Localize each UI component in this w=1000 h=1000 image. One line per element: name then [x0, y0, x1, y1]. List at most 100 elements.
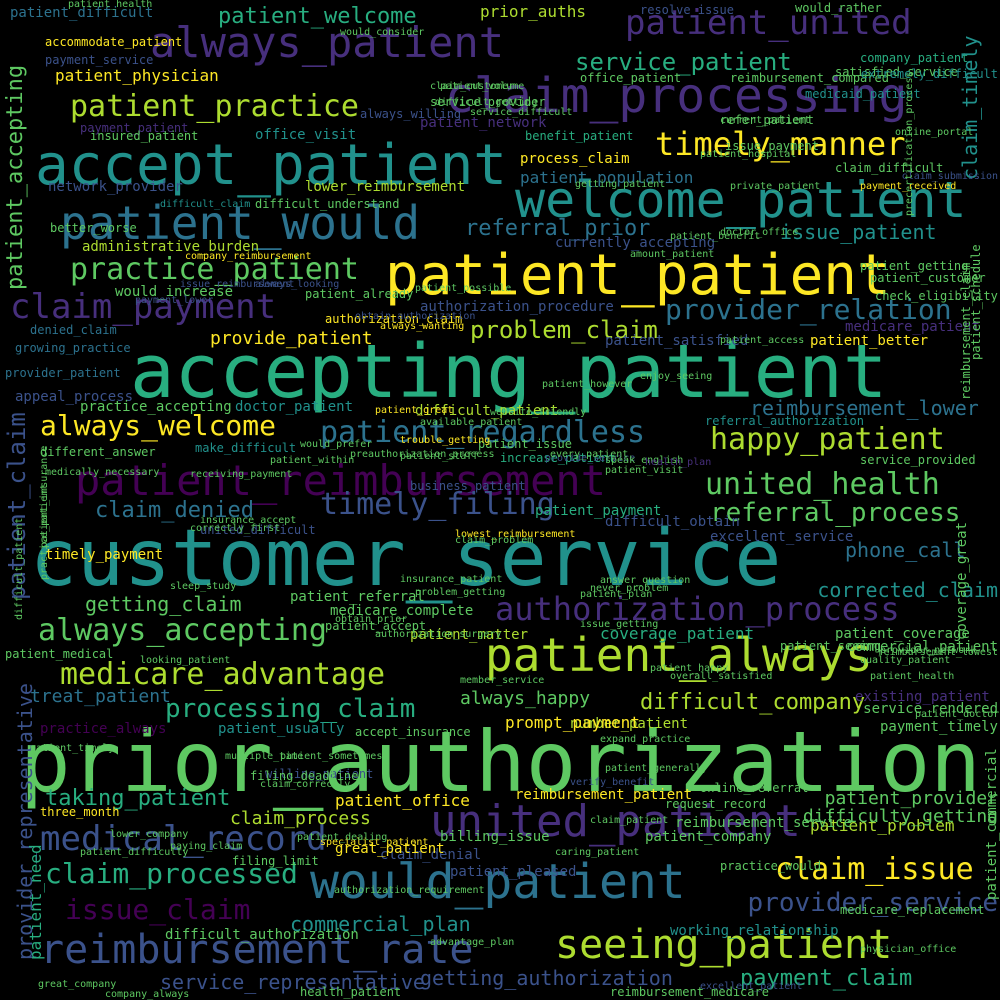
cloud-word: medical_record [40, 819, 327, 859]
cloud-word: payment_service [45, 53, 154, 67]
cloud-word: claim_timely [958, 35, 982, 181]
cloud-word: patient_reimbursement [75, 456, 607, 505]
cloud-word: timely_payment [45, 547, 164, 563]
cloud-word: claim_issue [775, 852, 974, 887]
cloud-word: referral_process [710, 498, 961, 528]
cloud-word: always_accepting [38, 613, 327, 648]
cloud-word: claim_processing [445, 68, 908, 124]
cloud-word: patient_population [520, 168, 694, 187]
cloud-word: united_health [705, 467, 940, 502]
cloud-word: problem_claim [470, 316, 658, 344]
cloud-word: patient_physician [55, 66, 219, 85]
cloud-word: practice_always [40, 721, 167, 737]
cloud-word: great_company [38, 979, 117, 990]
cloud-word: patient_network [420, 115, 547, 131]
cloud-word: better_worse [50, 221, 137, 235]
cloud-word: issue_reimbursement [180, 279, 295, 290]
cloud-word: multiple_time [225, 751, 304, 762]
cloud-word: doctor_office [720, 227, 799, 238]
cloud-word: prior_auths [480, 2, 586, 21]
cloud-word: patient_would [60, 196, 421, 250]
cloud-word: payment_patient [80, 121, 189, 135]
cloud-word: coverage_patient [600, 624, 755, 643]
cloud-word: claim_correctly [260, 779, 351, 790]
cloud-word: claim_customer [430, 81, 515, 92]
cloud-word: patient_already [305, 287, 414, 301]
cloud-word: medically_necessary [45, 467, 160, 478]
cloud-word: accept_patient [35, 133, 508, 198]
cloud-word: treat_patient [30, 686, 171, 707]
cloud-word: lower_company [110, 829, 189, 840]
cloud-word: benefit_patient [525, 129, 634, 143]
cloud-word: business_patient [410, 479, 526, 493]
cloud-word: patient_visit [605, 465, 684, 476]
cloud-word: phone_call [845, 538, 966, 562]
cloud-word: difficult_claim [160, 199, 251, 210]
cloud-word: prior_authorization [20, 713, 981, 811]
cloud-word: sleep_study [170, 581, 237, 592]
cloud-word: administrative_burden [82, 239, 260, 255]
cloud-word: excellent_patient [700, 981, 803, 992]
cloud-word: practice_patient [70, 252, 359, 287]
cloud-word: reimbursement_service [675, 815, 853, 831]
cloud-word: difficult_authorization [165, 927, 359, 943]
cloud-word: patient_company [645, 829, 772, 845]
cloud-word: medicare_replacement [840, 903, 985, 917]
cloud-word: taking_patient [45, 786, 231, 811]
cloud-word: patient_coverage [835, 626, 970, 642]
cloud-word: claim_submission [901, 171, 998, 182]
cloud-word: patient_schedule [969, 244, 983, 360]
cloud-word: member_service [460, 675, 545, 686]
cloud-word: insurance_patient [400, 574, 503, 585]
cloud-word: always_wanting [380, 321, 465, 332]
cloud-word: difficult_patient [415, 403, 559, 419]
cloud-word: correctly_first [190, 523, 281, 534]
cloud-word: reimbursement_patient [515, 787, 693, 803]
cloud-word: patient_accept [325, 619, 427, 633]
cloud-word: united_difficult [200, 523, 316, 537]
cloud-word: patient_better [810, 333, 929, 349]
cloud-word: three_month [40, 805, 120, 819]
cloud-word: timely_manner [655, 125, 906, 163]
cloud-word: accepting_patient [130, 329, 888, 415]
cloud-word: patient_getting [860, 259, 969, 273]
cloud-word: prompt_payment [505, 713, 640, 732]
cloud-word: authorization_process [495, 590, 900, 628]
cloud-word: verify_benefit [570, 777, 655, 788]
cloud-word: medicaid_patient [805, 87, 921, 101]
cloud-word: always_patient [150, 18, 505, 67]
cloud-word: timely_filing [320, 487, 555, 522]
cloud-word: authorization_requirement [334, 885, 485, 896]
cloud-word: every_patient [550, 449, 629, 460]
cloud-word: service_representative [160, 970, 425, 994]
cloud-word: expand_practice [600, 734, 691, 745]
cloud-word: patient_seeing [780, 639, 882, 653]
cloud-word: service_rendered [863, 701, 998, 717]
cloud-word: preauthorization_process [350, 449, 495, 460]
cloud-word: referral_authorization [705, 414, 864, 428]
cloud-word: service_provider [430, 95, 546, 109]
cloud-word: always_looking [255, 279, 340, 290]
cloud-word: looking_patient [140, 655, 231, 666]
cloud-word: patient_generally [605, 763, 708, 774]
cloud-word: issue_payment [725, 139, 819, 153]
cloud-word: patient_doctor [915, 709, 1000, 720]
cloud-word: patient_however [542, 379, 633, 390]
cloud-word: check_eligibility [875, 289, 998, 303]
cloud-word: reimbursement_rate [40, 927, 474, 973]
cloud-word: patient_always [485, 628, 873, 682]
cloud-word: always_welcome [40, 409, 277, 442]
cloud-word: filing_deadline [250, 769, 359, 783]
cloud-word: quality_patient [860, 655, 951, 666]
cloud-word: increase_patient [500, 451, 616, 465]
cloud-word: would_rather [795, 1, 882, 15]
cloud-word: issue_patient [780, 220, 937, 244]
cloud-word: claim_process [230, 808, 371, 829]
cloud-word: patient_referral [290, 589, 425, 605]
cloud-word: provider_patient [5, 366, 121, 380]
cloud-word: insurance_accept [200, 515, 297, 526]
cloud-word: patient_regardless [320, 415, 646, 450]
cloud-word: doctor_patient [235, 399, 354, 415]
cloud-word: difficult_obtain [605, 514, 740, 530]
cloud-word: difficult_patient [14, 517, 25, 620]
